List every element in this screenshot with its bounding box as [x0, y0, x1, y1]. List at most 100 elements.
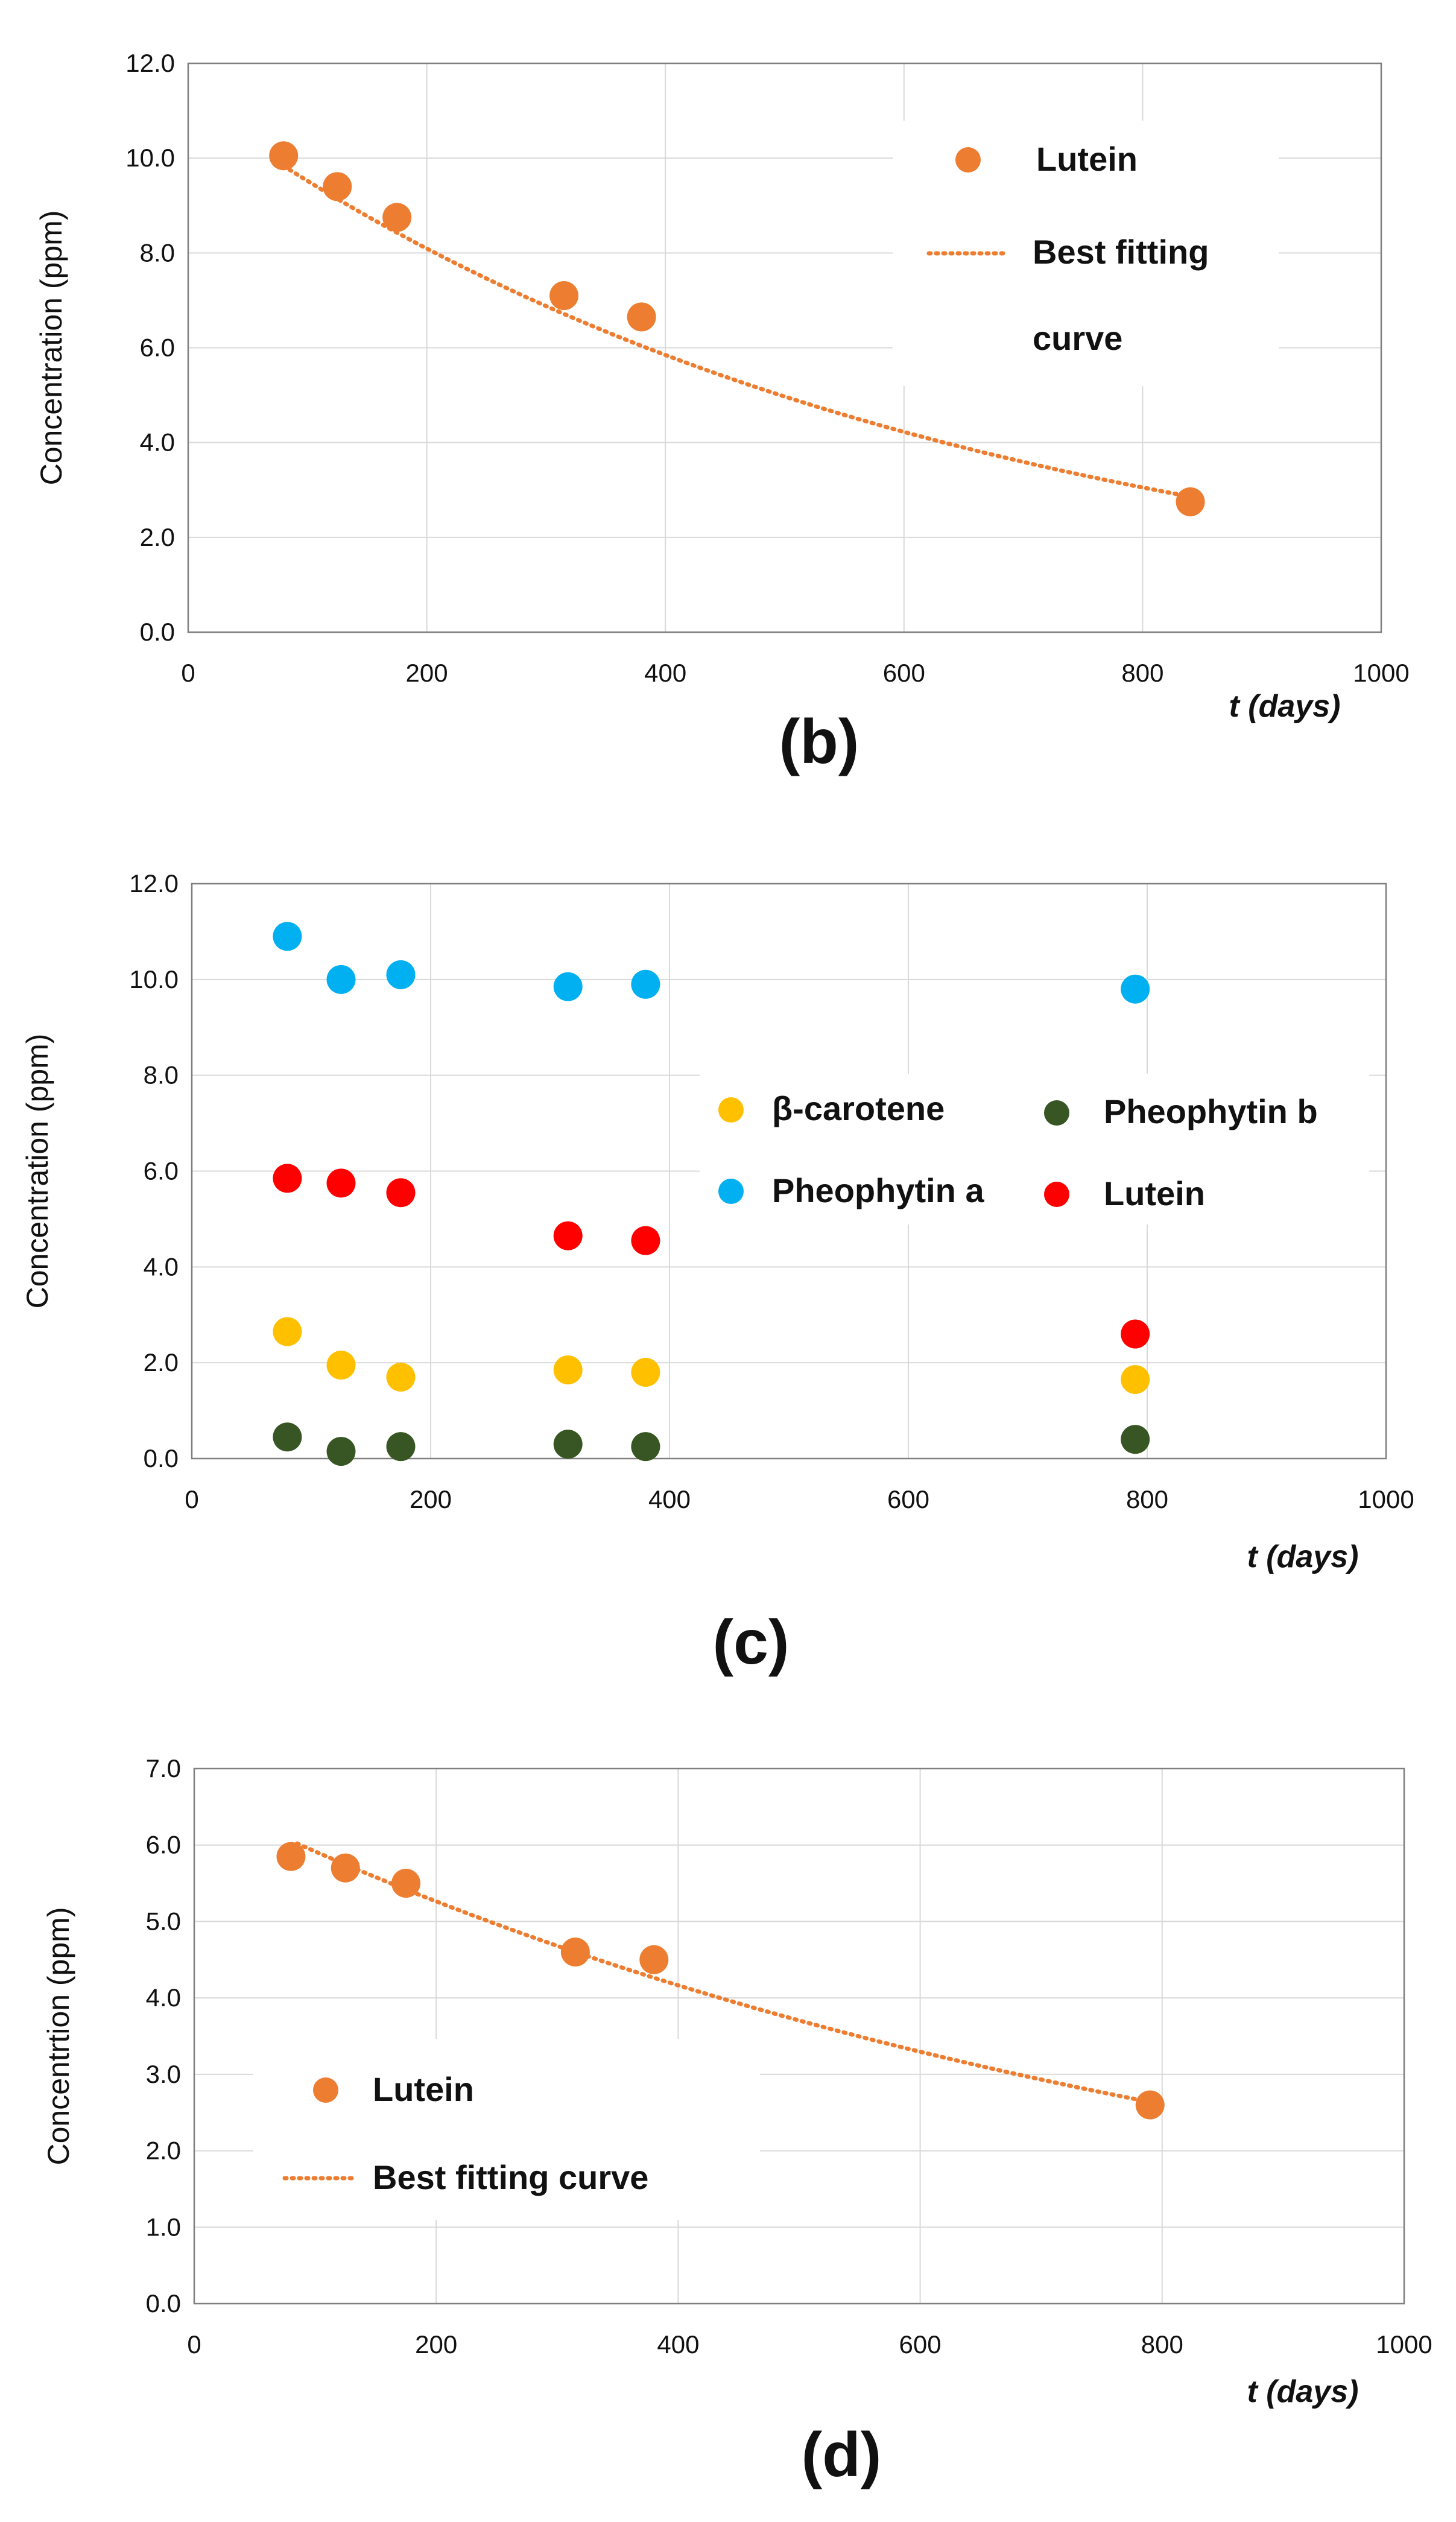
x-tick-label: 1000	[1376, 2330, 1432, 2359]
y-tick-label: 10.0	[125, 144, 175, 172]
series-lutein	[276, 1842, 1165, 2120]
chart-panel-b: 0.0 2.0 4.0 6.0 8.0 10.0 12.0 0 200 400 600 800 1000…	[34, 49, 1410, 777]
y-tick-label: 12.0	[129, 869, 179, 898]
legend-label: Best fitting curve	[373, 2158, 648, 2196]
y-tick-label: 4.0	[144, 1252, 179, 1281]
legend-label: Lutein	[1104, 1174, 1205, 1212]
y-axis-label: Concentration (ppm)	[21, 1034, 54, 1309]
y-tick-label: 0.0	[144, 1444, 179, 1472]
data-point	[553, 1221, 583, 1250]
data-point	[326, 1437, 356, 1466]
series-pheophytin-b	[273, 1422, 1150, 1466]
x-axis-label: t (days)	[1229, 689, 1341, 724]
y-tick-label: 0.0	[146, 2289, 181, 2318]
best-fitting-curve-line	[295, 1841, 1147, 2103]
x-tick-label: 1000	[1358, 1485, 1414, 1513]
best-fitting-curve-line	[287, 167, 1187, 498]
legend-marker-lutein	[1044, 1182, 1069, 1207]
legend-marker-lutein	[955, 147, 981, 173]
legend: Lutein Best fitting curve	[253, 2039, 760, 2220]
data-point	[276, 1842, 306, 1871]
data-point	[273, 1317, 302, 1346]
x-tick-label: 1000	[1353, 659, 1409, 687]
legend-label: curve	[1033, 319, 1122, 357]
x-tick-label: 0	[185, 1485, 198, 1513]
legend-label: Pheophytin b	[1104, 1092, 1318, 1130]
x-tick-label: 800	[1126, 1485, 1168, 1513]
y-tick-label: 0.0	[140, 618, 175, 646]
legend-label: Lutein	[373, 2070, 474, 2108]
x-tick-label: 200	[415, 2330, 457, 2359]
data-point	[326, 1168, 356, 1198]
data-point	[323, 172, 352, 201]
y-tick-label: 7.0	[146, 1754, 181, 1782]
data-point	[639, 1945, 669, 1974]
plot-frame	[187, 62, 1382, 633]
y-tick-label: 2.0	[146, 2137, 181, 2165]
series--carotene	[273, 1317, 1150, 1394]
y-tick-label: 2.0	[140, 523, 175, 551]
legend-box	[253, 2039, 760, 2220]
x-tick-label: 200	[410, 1485, 452, 1513]
plot-area	[194, 1769, 1404, 2304]
y-tick-label: 1.0	[146, 2213, 181, 2241]
x-axis-label: t (days)	[1247, 1539, 1359, 1574]
chart-panel-c: 0.0 2.0 4.0 6.0 8.0 10.0 12.0 0 200 400 600 800 1000…	[21, 869, 1414, 1678]
x-tick-label: 0	[181, 659, 195, 687]
legend: β-carotene Pheophytin b Pheophytin a Lutein	[700, 1074, 1369, 1225]
y-tick-label: 12.0	[125, 49, 175, 77]
data-point	[560, 1937, 590, 1967]
chart-panel-d: 0.0 1.0 2.0 3.0 4.0 5.0 6.0 7.0 0 200 400 600 800 100…	[42, 1754, 1432, 2490]
data-point	[631, 969, 660, 999]
legend-marker-pheophytin-a	[718, 1179, 744, 1204]
data-point	[1121, 1319, 1150, 1349]
panel-label: (d)	[802, 2420, 882, 2490]
y-axis-label: Concentrtion (ppm)	[42, 1907, 75, 2166]
x-tick-label: 800	[1121, 659, 1163, 687]
legend-label: β-carotene	[772, 1089, 945, 1127]
data-point	[382, 203, 412, 232]
panel-label: (c)	[712, 1608, 789, 1678]
y-tick-label: 5.0	[146, 1907, 181, 1935]
y-tick-label: 6.0	[140, 334, 175, 362]
data-point	[1121, 974, 1150, 1004]
x-tick-label: 600	[883, 659, 925, 687]
x-tick-label: 400	[644, 659, 686, 687]
data-point	[1135, 2090, 1165, 2120]
legend-label: Pheophytin a	[772, 1171, 984, 1209]
y-tick-label: 8.0	[140, 238, 175, 267]
data-point	[1121, 1364, 1150, 1394]
plot-frame	[193, 1767, 1405, 2305]
data-point	[273, 1164, 302, 1193]
panel-label: (b)	[779, 707, 859, 777]
legend-marker-beta-carotene	[718, 1097, 744, 1123]
y-tick-label: 4.0	[146, 1983, 181, 2012]
data-point	[549, 281, 579, 311]
y-tick-label: 6.0	[144, 1157, 179, 1185]
data-point	[331, 1853, 360, 1883]
y-axis-label: Concentration (ppm)	[34, 211, 68, 486]
legend-box	[700, 1074, 1369, 1225]
data-point	[326, 965, 356, 994]
legend-marker-lutein	[313, 2077, 338, 2103]
x-tick-label: 0	[187, 2330, 201, 2359]
series-lutein	[273, 1164, 1150, 1349]
y-tick-label: 6.0	[146, 1831, 181, 1859]
data-point	[631, 1226, 660, 1255]
series-pheophytin-a	[273, 922, 1150, 1004]
data-point	[631, 1358, 660, 1387]
data-point	[273, 922, 302, 951]
data-point	[391, 1869, 421, 1898]
data-point	[553, 972, 583, 1001]
data-point	[326, 1351, 356, 1380]
data-point	[1121, 1425, 1150, 1454]
data-point	[1176, 487, 1205, 516]
series-lutein	[269, 141, 1205, 516]
x-tick-label: 400	[657, 2330, 699, 2359]
x-tick-label: 600	[887, 1485, 929, 1513]
legend-marker-pheophytin-b	[1044, 1100, 1069, 1126]
data-point	[386, 1178, 416, 1208]
data-point	[553, 1355, 583, 1385]
data-point	[269, 141, 299, 171]
